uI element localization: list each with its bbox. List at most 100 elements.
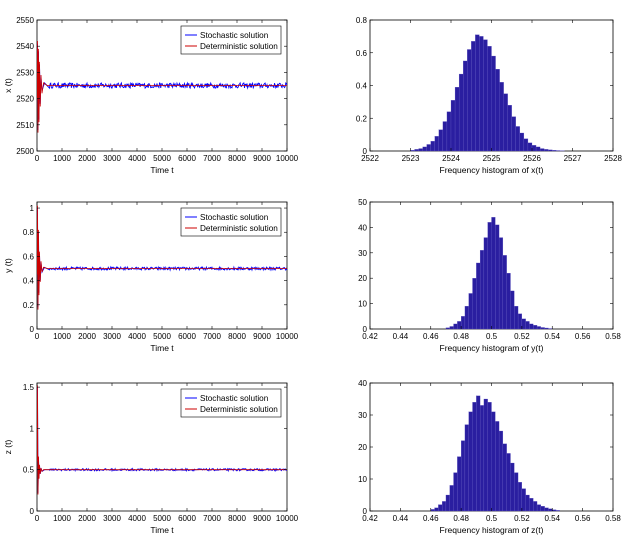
histogram-bar xyxy=(531,145,537,152)
x-axis-label: Time t xyxy=(150,525,174,535)
histogram-bar xyxy=(457,456,462,512)
x-tick-label: 10000 xyxy=(276,154,299,163)
x-tick-label: 7000 xyxy=(203,514,221,523)
panel-2: 2522 2523 2524 2525 2526 2527 2528 0 0.2 0.4 0.6 0.… xyxy=(356,16,623,175)
legend-label: Deterministic solution xyxy=(200,405,278,414)
y-tick-label: 2550 xyxy=(16,16,34,25)
x-tick-label: 2524 xyxy=(442,154,460,163)
x-axis-label: Time t xyxy=(150,165,174,175)
histogram-bar xyxy=(552,509,557,512)
y-axis-label: x (t) xyxy=(3,78,13,93)
histogram-bar xyxy=(479,405,485,512)
histogram-bar xyxy=(468,293,473,330)
histogram-bar xyxy=(517,482,522,512)
histogram-bar xyxy=(523,138,529,152)
y-tick-label: 40 xyxy=(358,379,367,388)
y-tick-label: 20 xyxy=(358,274,367,283)
histogram-bar xyxy=(457,321,462,330)
histogram-bar xyxy=(555,510,560,512)
histogram-bar xyxy=(536,326,541,330)
x-tick-label: 6000 xyxy=(178,154,196,163)
x-tick-label: 0.46 xyxy=(423,514,439,523)
histogram-bar xyxy=(467,49,472,152)
x-tick-label: 5000 xyxy=(153,154,171,163)
x-tick-label: 6000 xyxy=(178,332,196,341)
histogram-bar xyxy=(438,129,444,152)
histogram-bar xyxy=(476,395,481,512)
x-tick-label: 10000 xyxy=(276,514,299,523)
y-tick-label: 1 xyxy=(30,424,35,433)
legend: Stochastic solution Deterministic solutio… xyxy=(180,25,282,55)
x-tick-label: 0.52 xyxy=(514,514,530,523)
y-tick-label: 0.6 xyxy=(356,49,368,58)
histogram-bar xyxy=(502,255,507,330)
series-line-deterministic xyxy=(37,385,287,495)
y-tick-label: 0 xyxy=(363,147,368,156)
histogram-bar xyxy=(453,323,458,330)
histogram-bar xyxy=(503,93,508,152)
histogram-bar xyxy=(449,326,454,330)
panel-6: 0.42 0.44 0.46 0.48 0.5 0.52 0.54 0.56 0.58 0 10 20… xyxy=(358,379,621,535)
legend-box xyxy=(180,25,282,55)
x-tick-label: 2526 xyxy=(523,154,541,163)
x-tick-label: 3000 xyxy=(103,332,121,341)
histogram-bar xyxy=(525,321,530,330)
y-tick-label: 0 xyxy=(363,325,368,334)
histogram-bar xyxy=(491,217,496,330)
histogram-bar xyxy=(519,132,525,152)
histogram-bar xyxy=(533,501,538,512)
histogram-bar xyxy=(487,402,492,512)
x-tick-label: 0 xyxy=(35,332,40,341)
histogram-bar xyxy=(464,424,469,512)
y-tick-label: 30 xyxy=(358,411,367,420)
histogram-bar xyxy=(430,509,435,512)
panel-1: Stochastic solution Deterministic solutio… xyxy=(3,16,299,175)
x-tick-label: 0.58 xyxy=(605,514,621,523)
histogram-bar xyxy=(510,290,515,330)
histogram-bar xyxy=(506,453,511,512)
x-tick-label: 9000 xyxy=(253,514,271,523)
histogram-bar xyxy=(476,262,481,330)
histogram-bar xyxy=(498,430,504,512)
histogram-bar xyxy=(463,60,468,152)
histogram-bar xyxy=(468,411,473,512)
histogram-bar xyxy=(442,501,447,512)
x-tick-label: 2523 xyxy=(402,154,420,163)
y-tick-label: 40 xyxy=(358,223,367,232)
histogram-bar xyxy=(514,306,519,330)
x-tick-label: 2528 xyxy=(604,154,622,163)
y-tick-label: 1.5 xyxy=(23,383,35,392)
x-tick-label: 0.5 xyxy=(486,514,498,523)
x-axis-label: Frequency histogram of y(t) xyxy=(440,343,544,353)
histogram-bar xyxy=(461,316,466,330)
y-tick-label: 2530 xyxy=(16,68,34,77)
histogram-bar xyxy=(498,237,504,330)
x-tick-label: 0.54 xyxy=(544,514,560,523)
histogram-bar xyxy=(458,73,464,152)
histogram-bar xyxy=(487,222,492,330)
histogram-bar xyxy=(434,507,439,512)
x-tick-label: 10000 xyxy=(276,332,299,341)
histogram-bar xyxy=(544,507,549,512)
histogram-bar xyxy=(483,237,488,330)
histogram-bar xyxy=(548,149,553,152)
histogram-bar xyxy=(533,325,538,330)
histogram-bar xyxy=(472,278,477,330)
y-tick-label: 0.4 xyxy=(356,82,368,91)
x-tick-label: 8000 xyxy=(228,514,246,523)
histogram-bar xyxy=(521,488,526,512)
legend-label: Stochastic solution xyxy=(200,31,269,40)
x-tick-label: 8000 xyxy=(228,154,246,163)
histogram-bar xyxy=(544,327,549,330)
y-tick-label: 50 xyxy=(358,198,367,207)
histogram-bar xyxy=(495,224,500,330)
histogram-bar xyxy=(450,100,456,152)
histogram-bar xyxy=(548,508,553,512)
histogram-bar xyxy=(434,136,439,152)
histogram-bar xyxy=(426,144,431,152)
histogram-bar xyxy=(507,105,512,152)
histogram-bar xyxy=(491,55,496,152)
histogram-bar xyxy=(410,150,415,152)
histogram-bar xyxy=(483,39,488,152)
panel-5: Stochastic solution Deterministic solutio… xyxy=(3,382,299,535)
